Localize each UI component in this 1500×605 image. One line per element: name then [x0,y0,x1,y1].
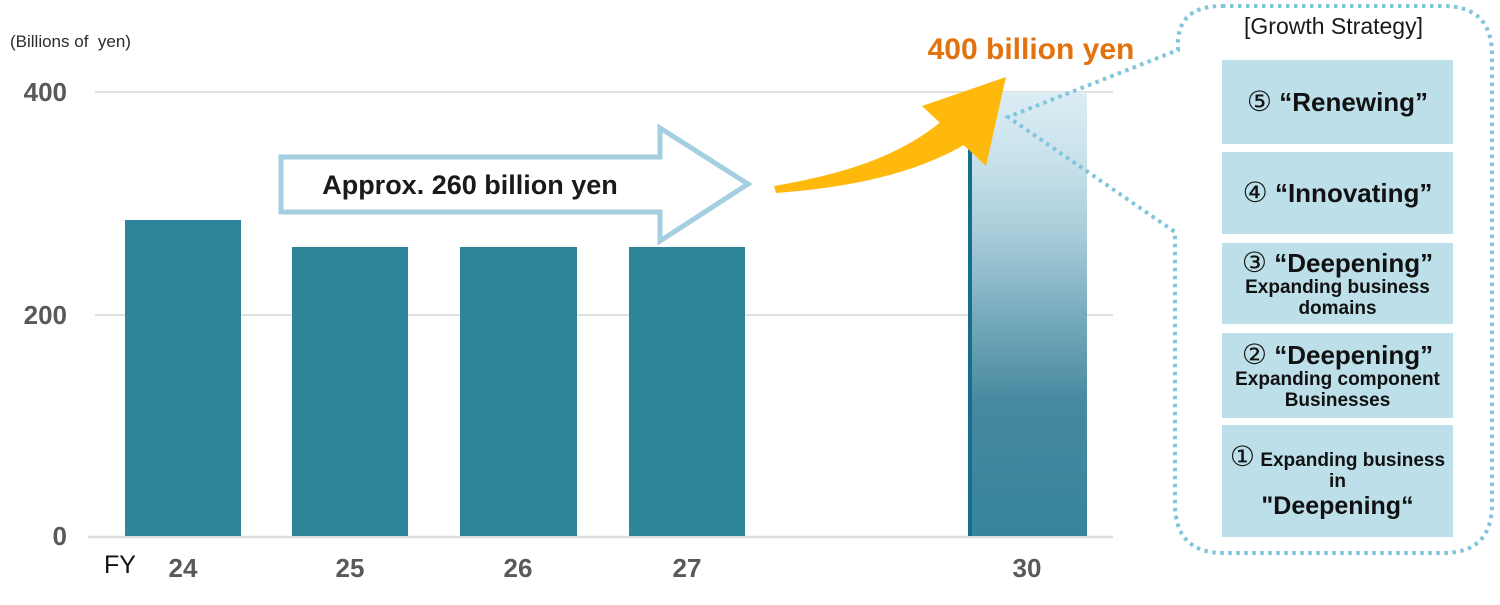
y-tick-200: 200 [23,300,67,330]
x-tick-26: 26 [503,553,533,583]
growth-box-4-title: “Innovating” [1274,177,1433,208]
circled-1: ① [1229,441,1256,473]
approx-260-label: Approx. 260 billion yen [322,170,618,200]
growth-box-2-sub2: Businesses [1284,389,1391,411]
x-axis-fy-label: FY [104,551,136,579]
circled-2: ② [1241,338,1267,370]
growth-box-3-title: “Deepening” [1274,247,1434,278]
growth-box-1-line2: in [1329,471,1346,493]
growth-box-2-deepening: ② “Deepening” Expanding component Busine… [1222,333,1453,418]
bar-fy27 [629,247,745,536]
bar-fy24 [125,220,241,536]
growth-box-1-expanding: ① Expanding business in "Deepening“ [1222,425,1453,537]
growth-box-2-sub1: Expanding component [1235,369,1440,391]
bar-fy30-target [967,92,1087,536]
growth-box-2-title: “Deepening” [1274,339,1434,370]
y-tick-0: 0 [52,521,67,551]
y-tick-400: 400 [23,77,67,107]
x-tick-30: 30 [1012,553,1042,583]
growth-box-1-line3: "Deepening“ [1261,491,1414,520]
growth-box-3-deepening: ③ “Deepening” Expanding business domains [1222,243,1453,324]
growth-box-4-innovating: ④ “Innovating” [1222,152,1453,234]
growth-box-3-sub1: Expanding business [1245,277,1430,299]
y-axis-unit-label: (Billions of yen) [10,32,131,51]
target-400-label: 400 billion yen [927,33,1135,66]
growth-box-3-sub2: domains [1298,297,1377,319]
growth-box-1-line1: Expanding business [1260,450,1446,472]
circled-3: ③ [1241,246,1267,278]
growth-box-5-renewing: ⑤ “Renewing” [1222,60,1453,144]
growth-strategy-header: [Growth Strategy] [1244,13,1423,39]
growth-box-5-title: “Renewing” [1279,86,1429,117]
x-tick-24: 24 [168,553,198,583]
x-tick-27: 27 [672,553,702,583]
circled-4: ④ [1242,176,1268,208]
bar-fy26 [459,247,577,536]
bar-fy25 [292,247,408,536]
circled-5: ⑤ [1246,85,1273,117]
x-tick-25: 25 [335,553,365,583]
